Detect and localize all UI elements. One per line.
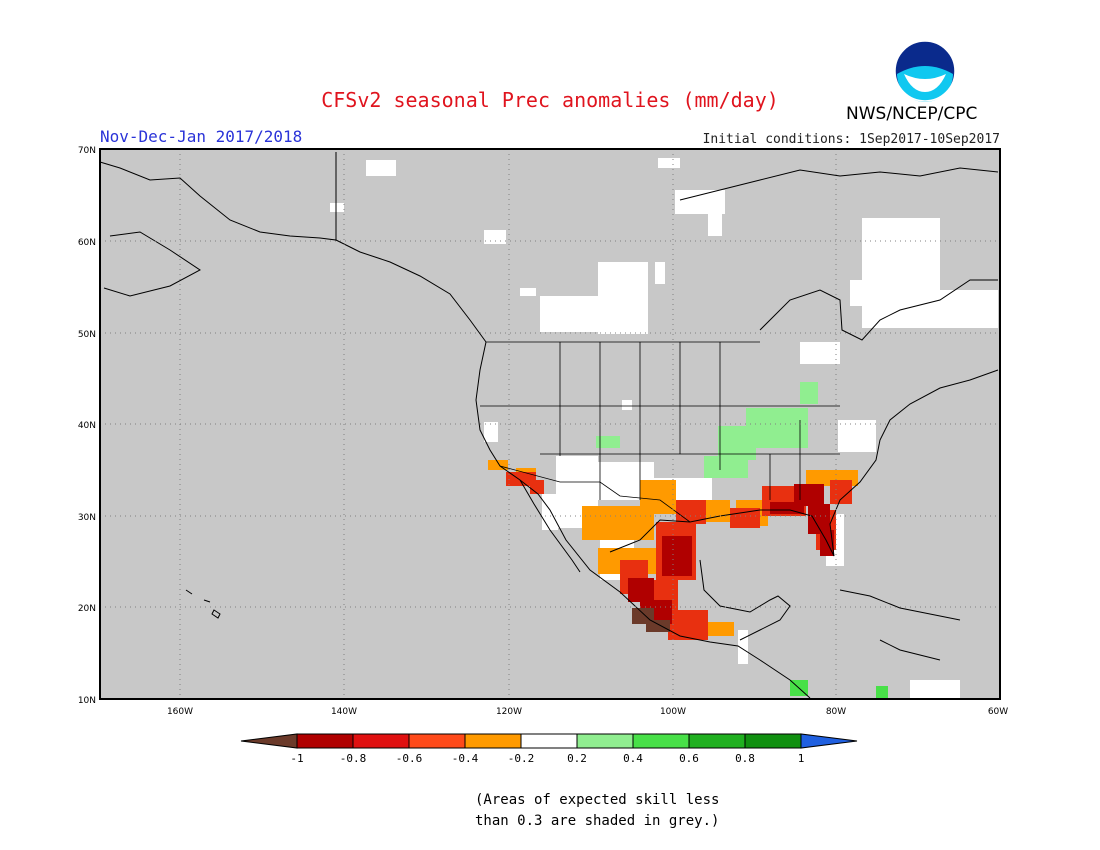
colorbar-swatch [520, 733, 578, 749]
noaa-logo-icon [894, 40, 956, 102]
latitude-labels: 70N 60N 50N 40N 30N 20N 10N [78, 146, 96, 706]
colorbar-label: 0.2 [567, 752, 587, 765]
graticule [100, 149, 1000, 699]
lat-label: 70N [78, 146, 96, 156]
colorbar-label: -0.2 [508, 752, 535, 765]
colorbar [240, 733, 858, 749]
map-frame [99, 148, 1001, 700]
skill-note-line2: than 0.3 are shaded in grey.) [475, 813, 720, 829]
lat-label: 20N [78, 604, 96, 614]
dry-anomaly-regions [488, 460, 858, 640]
lat-label: 40N [78, 421, 96, 431]
colorbar-swatch [464, 733, 522, 749]
initial-conditions: Initial conditions: 1Sep2017-10Sep2017 [702, 132, 1000, 147]
agency-label: NWS/NCEP/CPC [846, 104, 978, 124]
lon-label: 60W [988, 707, 1008, 717]
colorbar-swatch [688, 733, 746, 749]
lat-label: 60N [78, 238, 96, 248]
lon-label: 160W [167, 707, 193, 717]
lon-label: 140W [331, 707, 357, 717]
colorbar-arrow-right [800, 733, 858, 749]
colorbar-label: 0.6 [679, 752, 699, 765]
colorbar-swatch [576, 733, 634, 749]
colorbar-label: 1 [798, 752, 805, 765]
political-borders [480, 341, 840, 523]
lat-label: 50N [78, 330, 96, 340]
skill-note: (Areas of expected skill less than 0.3 a… [475, 790, 719, 832]
coastlines [99, 152, 999, 699]
colorbar-swatch [296, 733, 354, 749]
colorbar-arrow-left [240, 733, 298, 749]
colorbar-label: 0.4 [623, 752, 643, 765]
colorbar-label: -0.6 [396, 752, 423, 765]
colorbar-swatch [632, 733, 690, 749]
colorbar-label: -0.4 [452, 752, 479, 765]
colorbar-swatch [408, 733, 466, 749]
colorbar-labels: -1 -0.8 -0.6 -0.4 -0.2 0.2 0.4 0.6 0.8 1 [290, 752, 804, 765]
longitude-labels: 160W 140W 120W 100W 80W 60W [167, 707, 1008, 717]
neutral-regions [330, 158, 998, 698]
lon-label: 80W [826, 707, 846, 717]
lon-label: 120W [496, 707, 522, 717]
lat-label: 10N [78, 696, 96, 706]
colorbar-swatch [352, 733, 410, 749]
colorbar-label: 0.8 [735, 752, 755, 765]
forecast-period: Nov-Dec-Jan 2017/2018 [100, 127, 303, 146]
colorbar-label: -0.8 [340, 752, 367, 765]
colorbar-swatch [744, 733, 802, 749]
map-title: CFSv2 seasonal Prec anomalies (mm/day) [321, 88, 779, 112]
colorbar-label: -1 [290, 752, 303, 765]
lon-label: 100W [660, 707, 686, 717]
lat-label: 30N [78, 513, 96, 523]
skill-note-line1: (Areas of expected skill less [475, 792, 720, 808]
